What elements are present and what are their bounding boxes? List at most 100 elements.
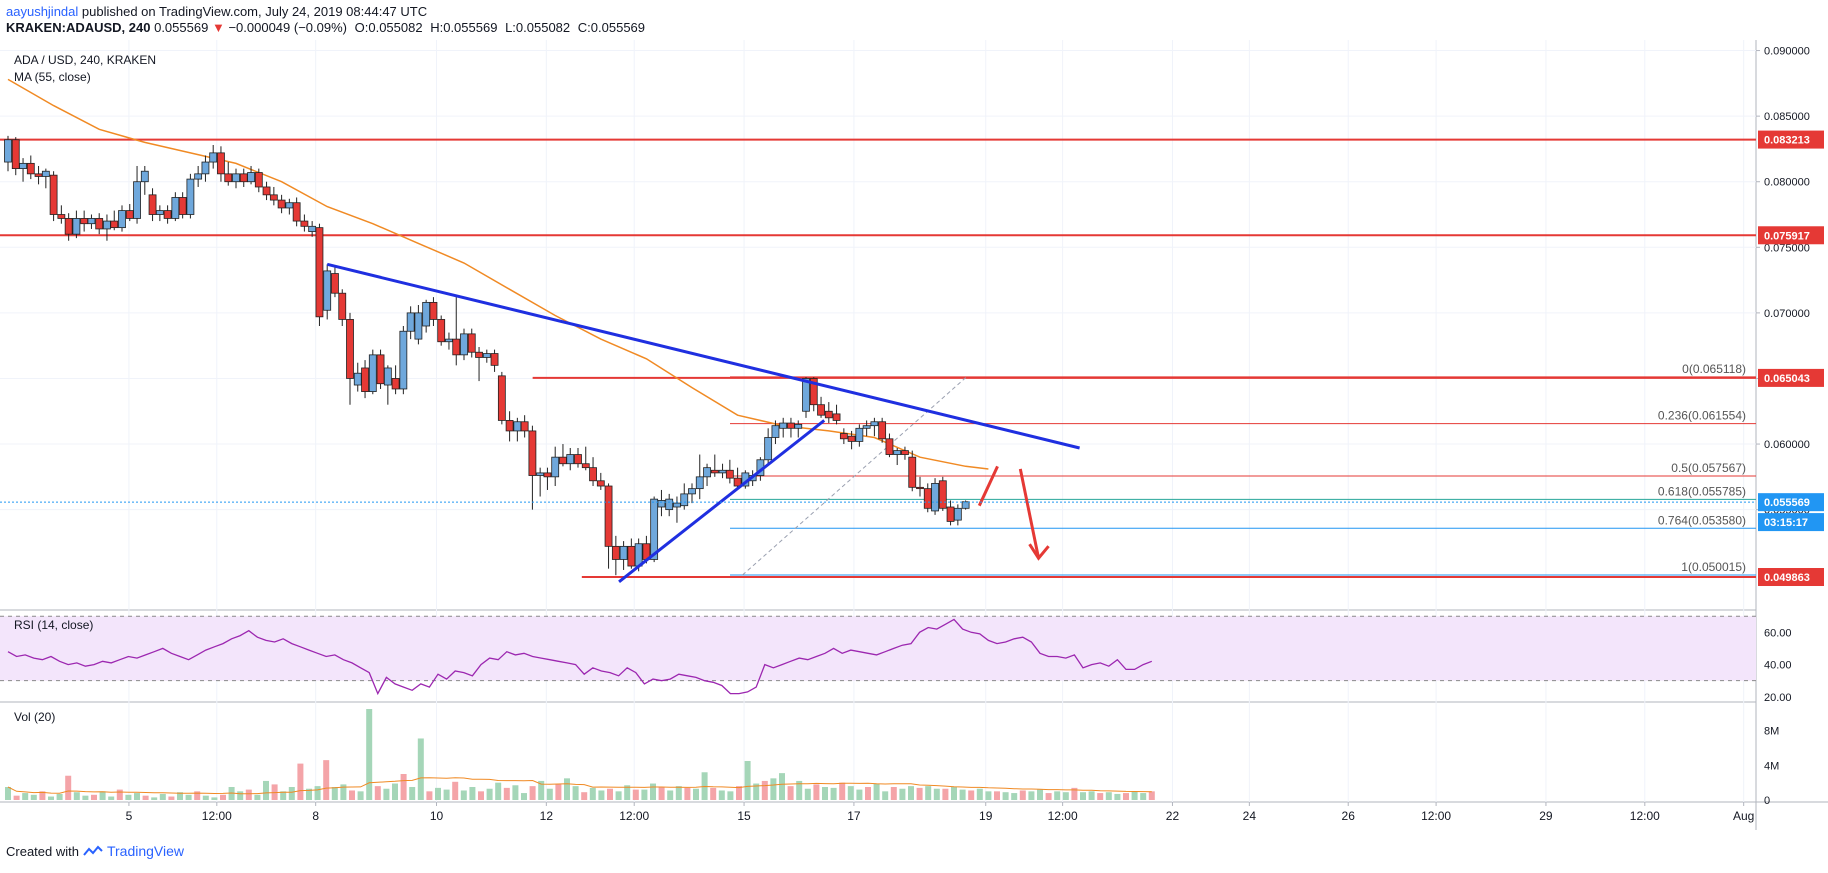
candle-down	[269, 194, 278, 201]
rsi-label: RSI (14, close)	[14, 618, 93, 632]
tradingview-brand[interactable]: TradingView	[106, 843, 185, 859]
candle-down	[217, 152, 225, 175]
candle-up	[536, 472, 545, 476]
volume-bar	[615, 791, 622, 800]
price-tag-label: 0.055569	[1764, 497, 1810, 509]
candle-down	[824, 410, 833, 419]
x-tick-label: 12:00	[1048, 809, 1078, 823]
volume-bar	[753, 783, 760, 800]
trendline	[618, 419, 826, 583]
volume-bar	[779, 773, 785, 800]
volume-bar	[48, 796, 54, 800]
candle-up	[551, 456, 560, 478]
candle-up	[133, 181, 141, 219]
candle-up	[4, 139, 12, 163]
candle-down	[11, 139, 20, 170]
volume-bar	[675, 786, 682, 800]
candle-down	[376, 354, 385, 385]
fib-level-label: 0.5(0.057567)	[1671, 461, 1746, 475]
volume-bar	[667, 790, 674, 800]
y-tick-label: 0.075000	[1764, 242, 1810, 254]
volume-bar	[1011, 793, 1018, 800]
x-tick-label: 24	[1243, 809, 1257, 823]
volume-bar	[512, 785, 519, 800]
volume-bar	[847, 786, 854, 800]
candle-up	[186, 178, 195, 215]
close-value: 0.055569	[590, 20, 646, 35]
volume-bar	[151, 797, 158, 800]
candle-up	[855, 427, 864, 442]
candle-down	[543, 472, 552, 478]
volume-bar	[237, 791, 244, 800]
volume-bar	[366, 709, 373, 800]
price-tag	[1758, 568, 1824, 587]
volume-bar	[357, 791, 364, 800]
candle-up	[650, 498, 659, 560]
candle-down	[885, 438, 894, 455]
author-link[interactable]: aayushjindal	[6, 4, 79, 19]
volume-bar	[856, 789, 863, 800]
volume-bar	[1114, 793, 1121, 800]
volume-tick-label: 8M	[1764, 726, 1779, 738]
volume-bar	[280, 791, 287, 800]
volume-bar	[220, 794, 226, 800]
price-tag	[1758, 513, 1824, 532]
volume-bar	[564, 778, 570, 800]
volume-bar	[968, 790, 975, 800]
volume-bar	[839, 782, 846, 800]
volume-bar	[882, 791, 889, 800]
candle-down	[300, 220, 309, 227]
candle-up	[779, 422, 788, 429]
low-value: 0.055082	[515, 20, 571, 35]
volume-bar	[1002, 792, 1009, 800]
volume-bar	[288, 787, 295, 800]
chart-header: aayushjindal published on TradingView.co…	[6, 4, 645, 36]
volume-bar	[890, 787, 897, 800]
volume-bar	[478, 791, 484, 800]
volume-bar	[392, 783, 398, 800]
volume-bar	[159, 793, 166, 800]
rsi-tick-label: 40.00	[1764, 660, 1792, 672]
y-tick-label: 0.070000	[1764, 308, 1810, 320]
volume-bar	[873, 783, 880, 800]
x-tick-label: 12:00	[202, 809, 232, 823]
candle-up	[72, 218, 81, 235]
volume-bar	[787, 786, 794, 800]
volume-bar	[624, 785, 631, 800]
candle-up	[103, 220, 111, 230]
candle-down	[581, 463, 590, 469]
candle-down	[429, 301, 438, 320]
candle-down	[49, 174, 58, 215]
x-tick-label: 12:00	[1630, 809, 1660, 823]
x-tick-label: 26	[1342, 809, 1356, 823]
candle-up	[353, 372, 362, 386]
volume-bar	[1019, 790, 1026, 800]
candle-down	[596, 480, 605, 487]
candle-down	[57, 214, 66, 219]
plot-background	[0, 40, 1756, 802]
volume-bar	[469, 787, 476, 800]
volume-bar	[933, 788, 940, 800]
volume-bar	[942, 788, 949, 800]
volume-bar	[804, 788, 811, 800]
x-tick-label: 17	[847, 809, 861, 823]
volume-bar	[899, 788, 906, 800]
candle-down	[839, 433, 848, 440]
volume-tick-label: 0	[1764, 795, 1770, 807]
candle-up	[680, 493, 689, 507]
volume-bar	[1131, 791, 1138, 800]
volume-bar	[503, 787, 510, 800]
volume-bar	[538, 780, 545, 800]
candle-up	[802, 378, 810, 412]
volume-bar	[710, 787, 717, 800]
candle-down	[178, 197, 187, 215]
ma-indicator-label: MA (55, close)	[14, 70, 91, 84]
volume-bar	[908, 786, 914, 800]
rsi-band	[0, 616, 1756, 681]
volume-bar	[323, 760, 330, 800]
candle-down	[26, 162, 35, 175]
volume-bar	[400, 774, 407, 800]
volume-bar	[796, 780, 803, 800]
